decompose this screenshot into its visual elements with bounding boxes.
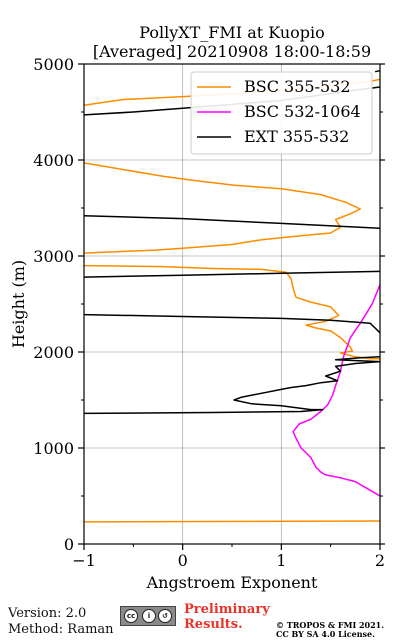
cc-icon: cc xyxy=(124,609,138,623)
legend-label: EXT 355-532 xyxy=(244,127,349,146)
method-text: Method: Raman xyxy=(8,622,114,637)
x-tick-label: 2 xyxy=(375,551,385,570)
y-tick-label: 3000 xyxy=(33,247,74,266)
legend-label: BSC 532-1064 xyxy=(244,102,361,121)
y-tick-label: 5000 xyxy=(33,55,74,74)
y-axis-label: Height (m) xyxy=(9,260,28,348)
x-tick-label: −1 xyxy=(72,551,96,570)
series-line-bsc-355-532 xyxy=(83,78,381,523)
license-line: CC BY SA 4.0 License. xyxy=(276,629,375,639)
cc-by-sa-logo: cc i ↺ xyxy=(120,606,176,626)
chart-title: PollyXT_FMI at Kuopio xyxy=(139,23,325,42)
preliminary-label: Preliminary xyxy=(184,602,270,617)
y-tick-label: 1000 xyxy=(33,439,74,458)
results-label: Results. xyxy=(184,617,243,632)
version-text: Version: 2.0 xyxy=(8,606,87,621)
y-tick-label: 4000 xyxy=(33,151,74,170)
by-icon: i xyxy=(142,609,156,623)
legend: BSC 355-532 BSC 532-1064 EXT 355-532 xyxy=(190,71,373,155)
sa-icon: ↺ xyxy=(158,609,172,623)
x-axis-label: Angstroem Exponent xyxy=(146,573,318,592)
series-layer xyxy=(83,69,381,523)
x-tick-label: 0 xyxy=(178,551,188,570)
legend-box xyxy=(190,71,373,155)
legend-label: BSC 355-532 xyxy=(244,77,351,96)
series-line-ext-355-532 xyxy=(83,69,381,415)
y-tick-label: 0 xyxy=(64,535,74,554)
x-tick-label: 1 xyxy=(276,551,286,570)
chart-subtitle: [Averaged] 20210908 18:00-18:59 xyxy=(93,42,371,61)
y-tick-label: 2000 xyxy=(33,343,74,362)
copyright-line: © TROPOS & FMI 2021. xyxy=(276,620,385,630)
series-line-bsc-532-1064 xyxy=(292,284,381,497)
